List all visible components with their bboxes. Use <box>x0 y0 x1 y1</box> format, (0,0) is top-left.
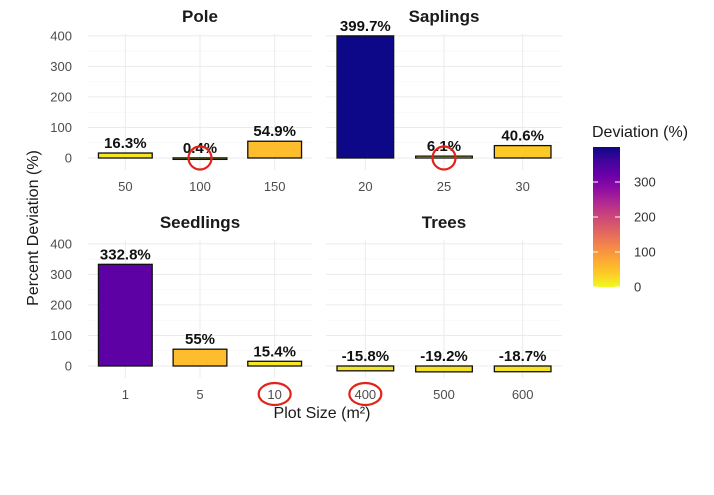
y-tick-label: 300 <box>50 59 72 74</box>
x-tick-label: 25 <box>437 179 451 194</box>
bar <box>97 152 153 159</box>
panel-trees: Trees -15.8% -19.2% -18.7% 400 500 600 <box>326 213 562 407</box>
highlight-circle <box>431 145 457 171</box>
bar <box>493 144 552 159</box>
y-tick-label: 400 <box>50 236 72 251</box>
bar <box>336 35 395 159</box>
data-label: 0.4% <box>183 140 217 157</box>
data-label: 55% <box>185 331 215 348</box>
x-tick-label: 100 <box>189 179 211 194</box>
bar <box>415 155 473 159</box>
bar <box>172 157 228 161</box>
y-tick-label: 200 <box>50 297 72 312</box>
y-tick-label: 100 <box>50 328 72 343</box>
x-tick-label: 1 <box>122 387 129 402</box>
bar <box>493 365 552 373</box>
data-label: 54.9% <box>253 123 296 140</box>
x-tick-label: 400 <box>354 387 376 402</box>
y-tick-label: 100 <box>50 120 72 135</box>
legend-tick-label: 200 <box>634 210 656 225</box>
data-label: 399.7% <box>340 18 391 35</box>
panel-title: Trees <box>422 213 466 232</box>
x-tick-label: 5 <box>196 387 203 402</box>
panel-title: Seedlings <box>160 213 240 232</box>
data-label: 15.4% <box>253 343 296 360</box>
legend-tick-label: 100 <box>634 245 656 260</box>
y-tick-label: 200 <box>50 89 72 104</box>
y-axis-title: Percent Deviation (%) <box>25 150 42 306</box>
x-tick-label: 10 <box>267 387 281 402</box>
data-label: -18.7% <box>499 348 547 365</box>
x-tick-label: 30 <box>515 179 529 194</box>
y-tick-label: 0 <box>65 359 72 374</box>
x-tick-label: 50 <box>118 179 132 194</box>
data-label: 40.6% <box>501 128 544 145</box>
bar <box>336 365 395 372</box>
highlight-circle <box>348 381 383 407</box>
data-label: 332.8% <box>100 246 151 263</box>
bar <box>247 140 303 159</box>
x-tick-label: 500 <box>433 387 455 402</box>
y-tick-label: 0 <box>65 151 72 166</box>
y-tick-label: 400 <box>50 28 72 43</box>
data-label: 16.3% <box>104 135 147 152</box>
color-legend: Deviation (%) 0 100 200 300 <box>592 124 688 295</box>
x-axis-title: Plot Size (m²) <box>274 405 371 422</box>
legend-tick-label: 0 <box>634 280 641 295</box>
data-label: -15.8% <box>342 348 390 365</box>
highlight-circle <box>257 381 292 407</box>
x-tick-label: 600 <box>512 387 534 402</box>
bar <box>97 263 153 367</box>
panel-seedlings: 0 100 200 300 400 Seedlings 332.8% 55% 15.4% 1 5 10 <box>50 213 312 407</box>
highlight-circle <box>187 145 213 171</box>
panel-title: Pole <box>182 7 218 26</box>
y-tick-label: 300 <box>50 267 72 282</box>
bar <box>172 348 228 367</box>
legend-title: Deviation (%) <box>592 124 688 141</box>
bar <box>415 365 473 373</box>
legend-tick-label: 300 <box>634 175 656 190</box>
panel-title: Saplings <box>409 7 480 26</box>
x-tick-label: 20 <box>358 179 372 194</box>
bar <box>247 360 303 367</box>
x-tick-label: 150 <box>264 179 286 194</box>
panel-pole: 0 100 200 300 400 Pole 16.3% 0.4% 54.9% 50 100 150 <box>50 7 312 194</box>
data-label: -19.2% <box>420 348 468 365</box>
